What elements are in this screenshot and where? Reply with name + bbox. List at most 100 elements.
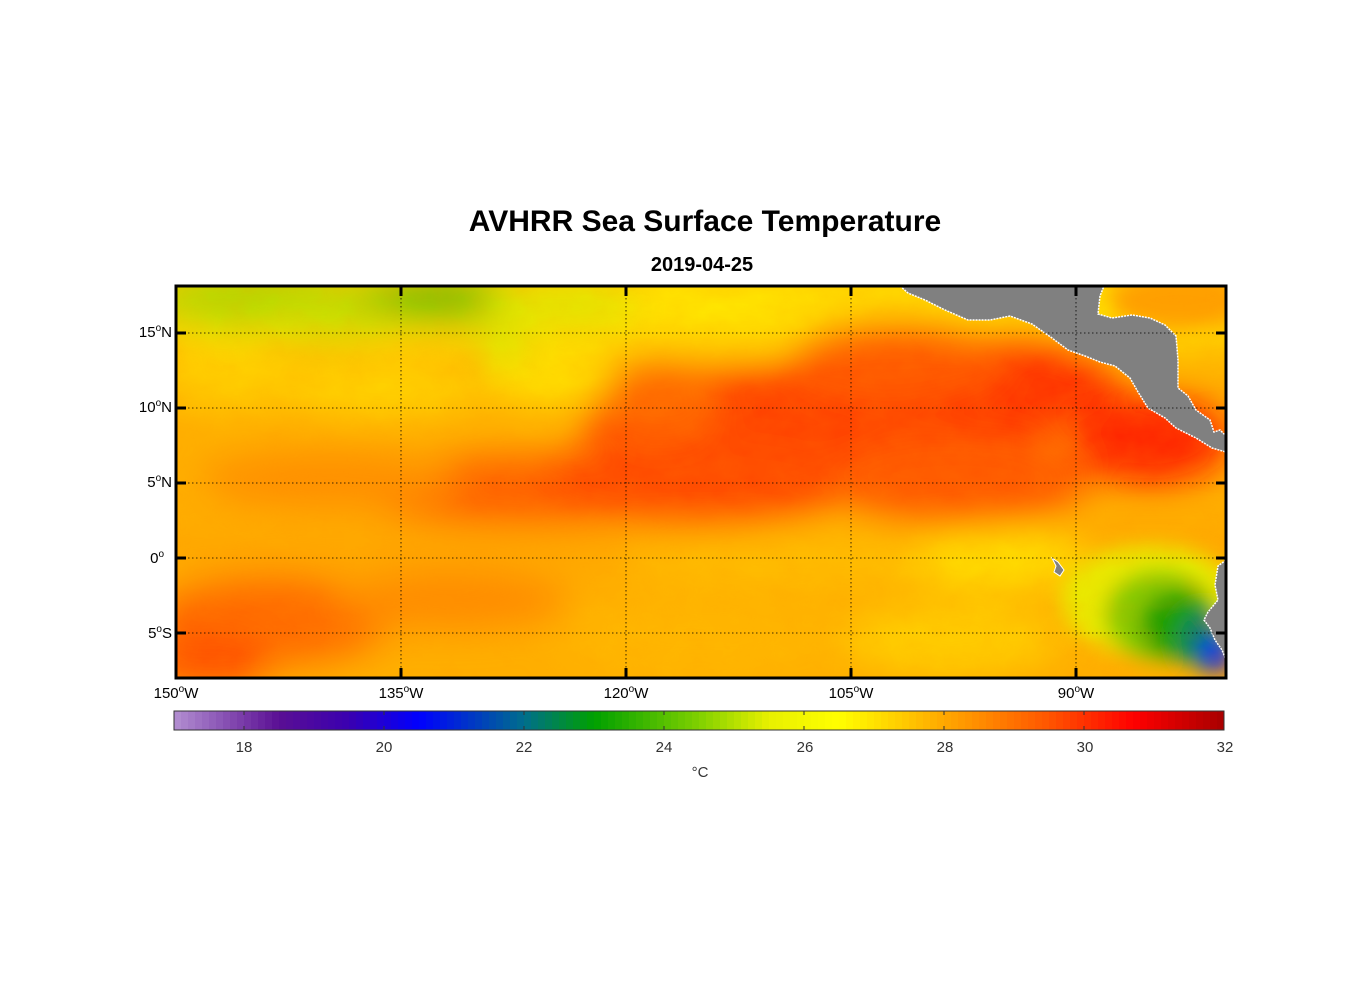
colorbar-segment: [587, 711, 595, 730]
colorbar-segment: [685, 711, 693, 730]
lon-label-150w: 150oW: [153, 684, 199, 702]
colorbar-segment: [510, 711, 518, 730]
colorbar-segment: [1147, 711, 1155, 730]
colorbar-segment: [1000, 711, 1008, 730]
colorbar-segment: [580, 711, 588, 730]
colorbar-segment: [566, 711, 574, 730]
colorbar-segment: [363, 711, 371, 730]
colorbar-segment: [839, 711, 847, 730]
colorbar-segment: [832, 711, 840, 730]
colorbar-segment: [783, 711, 791, 730]
colorbar-segment: [398, 711, 406, 730]
colorbar-segment: [657, 711, 665, 730]
colorbar-segment: [1028, 711, 1036, 730]
colorbar-segment: [552, 711, 560, 730]
colorbar-segment: [804, 711, 812, 730]
colorbar-segment: [1091, 711, 1099, 730]
colorbar-segment: [629, 711, 637, 730]
colorbar-segment: [615, 711, 623, 730]
colorbar-tick-label: 28: [936, 739, 954, 756]
colorbar-segment: [1070, 711, 1078, 730]
land-south-america: [1203, 559, 1226, 661]
colorbar-segment: [727, 711, 735, 730]
colorbar-segment: [342, 711, 350, 730]
colorbar-segment: [272, 711, 280, 730]
colorbar-segment: [440, 711, 448, 730]
colorbar-segment: [377, 711, 385, 730]
colorbar-segment: [524, 711, 532, 730]
colorbar-segment: [1189, 711, 1197, 730]
colorbar-segment: [503, 711, 511, 730]
colorbar-segment: [1098, 711, 1106, 730]
colorbar-segment: [370, 711, 378, 730]
colorbar-segment: [286, 711, 294, 730]
colorbar-segment: [475, 711, 483, 730]
colorbar-segment: [1175, 711, 1183, 730]
colorbar-segment: [559, 711, 567, 730]
lon-label-90w: 90oW: [1057, 684, 1095, 702]
colorbar-segment: [734, 711, 742, 730]
colorbar-segment: [853, 711, 861, 730]
colorbar-segment: [531, 711, 539, 730]
colorbar-tick-label: 32: [1216, 739, 1234, 756]
colorbar-segment: [433, 711, 441, 730]
colorbar-segment: [265, 711, 273, 730]
map-title: AVHRR Sea Surface Temperature: [468, 205, 942, 238]
colorbar-segment: [1217, 711, 1225, 730]
colorbar-segment: [846, 711, 854, 730]
colorbar-segment: [986, 711, 994, 730]
map-date: 2019-04-25: [650, 254, 754, 276]
colorbar-segment: [517, 711, 525, 730]
colorbar-segment: [1056, 711, 1064, 730]
colorbar-segment: [1196, 711, 1204, 730]
colorbar-segment: [888, 711, 896, 730]
colorbar-segment: [538, 711, 546, 730]
colorbar-segment: [636, 711, 644, 730]
colorbar-segment: [419, 711, 427, 730]
colorbar-segment: [1049, 711, 1057, 730]
lon-label-105w: 105oW: [828, 684, 874, 702]
colorbar-segment: [1112, 711, 1120, 730]
colorbar-segment: [860, 711, 868, 730]
colorbar-segment: [790, 711, 798, 730]
colorbar-segment: [1077, 711, 1085, 730]
colorbar-segment: [489, 711, 497, 730]
colorbar-segment: [944, 711, 952, 730]
colorbar-segment: [454, 711, 462, 730]
colorbar-segment: [328, 711, 336, 730]
colorbar-segment: [216, 711, 224, 730]
colorbar-segment: [412, 711, 420, 730]
colorbar-segment: [195, 711, 203, 730]
colorbar-segment: [356, 711, 364, 730]
colorbar-segment: [755, 711, 763, 730]
colorbar-segment: [237, 711, 245, 730]
colorbar-segment: [1014, 711, 1022, 730]
lat-label-15n: 15oN: [138, 323, 172, 341]
colorbar-segment: [720, 711, 728, 730]
colorbar-segment: [818, 711, 826, 730]
colorbar-segment: [1182, 711, 1190, 730]
colorbar-tick-label: 22: [515, 739, 533, 756]
colorbar-segment: [762, 711, 770, 730]
colorbar-segment: [692, 711, 700, 730]
map-gridlines: [176, 286, 1226, 678]
land-galapagos: [1050, 556, 1065, 577]
colorbar-segment: [923, 711, 931, 730]
colorbar-segment: [391, 711, 399, 730]
colorbar-segment: [279, 711, 287, 730]
colorbar-segment: [181, 711, 189, 730]
colorbar-segment: [307, 711, 315, 730]
colorbar-segment: [426, 711, 434, 730]
colorbar: [173, 710, 1225, 731]
colorbar-segment: [650, 711, 658, 730]
colorbar-segment: [664, 711, 672, 730]
colorbar-segment: [902, 711, 910, 730]
land-central-america: [898, 286, 1226, 453]
colorbar-segment: [545, 711, 553, 730]
colorbar-tick-label: 24: [655, 739, 673, 756]
colorbar-segment: [741, 711, 749, 730]
colorbar-segment: [979, 711, 987, 730]
colorbar-segment: [188, 711, 196, 730]
colorbar-segment: [1126, 711, 1134, 730]
colorbar-units: °C: [691, 764, 709, 781]
